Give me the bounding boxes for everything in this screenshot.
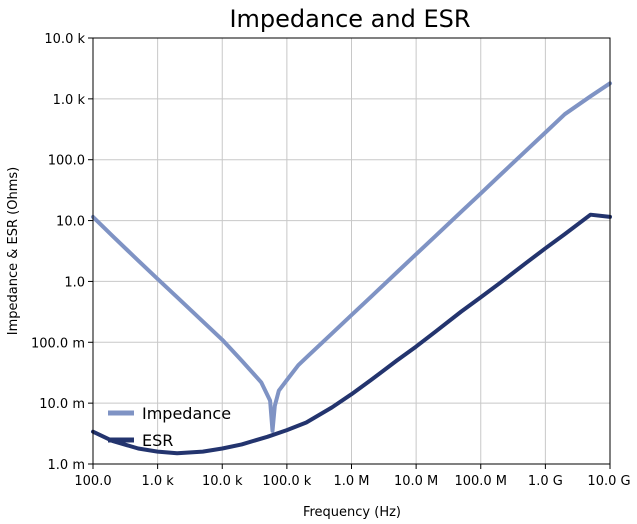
- y-tick-label: 100.0: [48, 154, 85, 169]
- x-tick-label: 1.0 M: [333, 474, 369, 489]
- x-tick-label: 10.0 M: [394, 474, 438, 489]
- legend-label-impedance: Impedance: [142, 404, 231, 423]
- x-axis-label: Frequency (Hz): [303, 505, 401, 520]
- x-tick-label: 10.0 k: [202, 474, 243, 489]
- x-tick-label: 100.0: [74, 474, 111, 489]
- x-tick-label: 1.0 G: [528, 474, 563, 489]
- series-line-impedance: [91, 81, 612, 433]
- y-tick-label: 10.0: [56, 215, 85, 230]
- x-tick-labels: 100.0 1.0 k 10.0 k 100.0 k 1.0 M 10.0 M 100.0 …: [74, 464, 631, 489]
- series-line-esr: [91, 212, 612, 456]
- y-tick-label: 10.0 k: [44, 32, 85, 47]
- legend: Impedance ESR: [108, 404, 231, 450]
- y-tick-label: 1.0 m: [48, 458, 85, 473]
- series-lines: [91, 81, 612, 456]
- x-tick-label: 1.0 k: [141, 474, 174, 489]
- y-tick-label: 10.0 m: [39, 397, 85, 412]
- y-tick-label: 1.0: [64, 275, 85, 290]
- y-tick-label: 1.0 k: [53, 93, 86, 108]
- y-tick-labels: 1.0 m 10.0 m 100.0 m 1.0 10.0 100.0 1.0 k 10.0 …: [31, 32, 93, 473]
- chart-title: Impedance and ESR: [229, 5, 470, 33]
- x-tick-label: 100.0 M: [454, 474, 507, 489]
- legend-label-esr: ESR: [142, 431, 173, 450]
- y-axis-label: Impedance & ESR (Ohms): [6, 167, 21, 335]
- y-tick-label: 100.0 m: [31, 336, 85, 351]
- x-tick-label: 100.0 k: [262, 474, 311, 489]
- grid: [92, 37, 611, 465]
- x-tick-label: 10.0 G: [587, 474, 630, 489]
